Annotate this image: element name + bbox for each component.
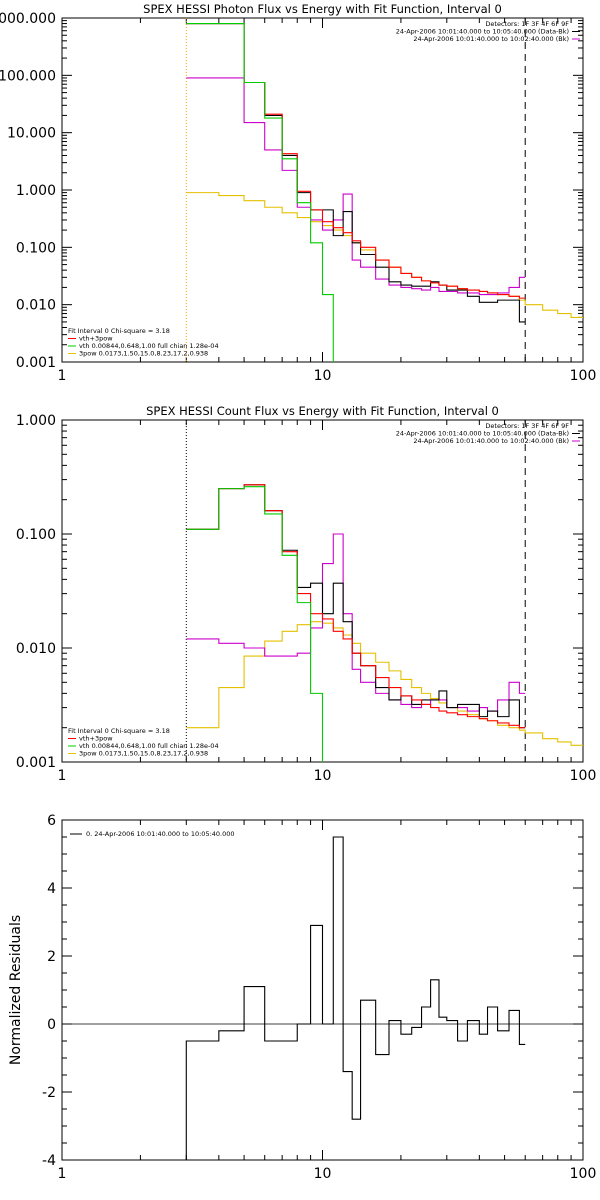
chart-panel-3: 1 10 100 -4 -2 0 2 4 6 Normalized Residuals 0. 24-…: [8, 813, 596, 1182]
y-tick-label: 0.010: [16, 298, 56, 314]
legend-bottom-entry: Fit Interval 0 Chi-square = 3.18: [68, 327, 170, 335]
plot-area: [62, 836, 583, 1160]
chart-panel-2: SPEX HESSI Count Flux vs Energy with Fit…: [16, 404, 596, 784]
x-tick-label: 1: [58, 1166, 67, 1182]
y-tick-label: 6: [47, 813, 56, 829]
series-bk: [186, 77, 526, 296]
y-tick-label: -4: [42, 1153, 56, 1169]
chart-panel-1: SPEX HESSI Photon Flux vs Energy with Fi…: [0, 2, 596, 384]
legend-entry: 0. 24-Apr-2006 10:01:40.000 to 10:05:40.…: [86, 830, 235, 838]
plot-area: [185, 18, 583, 362]
plot-area: [185, 420, 583, 762]
series-3pow: [186, 621, 583, 746]
x-tick-label: 100: [570, 768, 597, 784]
x-tick-label: 100: [570, 1166, 597, 1182]
legend-bottom-entry: 3pow 0.0173,1.50,15.0,8.23,17.2,0.938: [79, 350, 208, 358]
legend-bottom-entry: vth+3pow: [79, 735, 113, 743]
y-tick-label: 0.100: [16, 527, 56, 543]
y-tick-label: 0.100: [16, 240, 56, 256]
y-tick-label: 2: [47, 949, 56, 965]
legend-bottom-entry: vth 0.00844,0.648,1.00 full chian 1.28e-…: [79, 742, 219, 750]
series-vth-3pow: [186, 484, 526, 729]
x-tick-label: 1: [58, 768, 67, 784]
legend-bottom-entry: vth+3pow: [79, 335, 113, 343]
y-axis-label: Normalized Residuals: [8, 915, 24, 1065]
legend-bottom-entry: Fit Interval 0 Chi-square = 3.18: [68, 727, 170, 735]
y-tick-label: 4: [47, 881, 56, 897]
series-data-bk: [186, 484, 526, 729]
legend-top-entry: 24-Apr-2006 10:01:40.000 to 10:05:40.000…: [396, 28, 569, 36]
series-data-bk: [186, 23, 526, 323]
legend-top-entry: 24-Apr-2006 10:01:40.000 to 10:02:40.000…: [413, 437, 569, 445]
y-tick-label: 0.001: [16, 755, 56, 771]
x-tick-label: 10: [314, 1166, 332, 1182]
y-tick-label: 10.000: [7, 126, 56, 142]
x-tick-label: 10: [314, 368, 332, 384]
y-tick-label: 1.000: [16, 413, 56, 429]
series-vth-3pow: [186, 23, 526, 299]
x-tick-label: 1: [58, 368, 67, 384]
y-tick-label: 1.000: [16, 183, 56, 199]
series-residuals: [185, 836, 526, 1160]
x-tick-label: 100: [570, 368, 597, 384]
y-tick-label: -2: [42, 1085, 56, 1101]
y-tick-label: 0.001: [16, 355, 56, 371]
legend-top-entry: Detectors: 1F 3F 4F 6F 9F: [485, 20, 569, 28]
chart-title: SPEX HESSI Photon Flux vs Energy with Fi…: [143, 2, 502, 16]
y-tick-label: 100.000: [0, 68, 56, 84]
plot-frame: [61, 17, 584, 363]
legend-bottom-entry: 3pow 0.0173,1.50,15.0,8.23,17.2,0.938: [79, 750, 208, 758]
legend-bottom-entry: vth 0.00844,0.648,1.00 full chian 1.28e-…: [79, 342, 219, 350]
series-vth: [186, 23, 334, 362]
legend-top-entry: 24-Apr-2006 10:01:40.000 to 10:05:40.000…: [396, 430, 569, 438]
x-tick-label: 10: [314, 768, 332, 784]
chart-title: SPEX HESSI Count Flux vs Energy with Fit…: [146, 404, 499, 418]
y-tick-label: 0: [47, 1017, 56, 1033]
legend-top-entry: 24-Apr-2006 10:01:40.000 to 10:02:40.000…: [413, 35, 569, 43]
y-tick-label: 0.010: [16, 641, 56, 657]
legend-top-entry: Detectors: 1F 3F 4F 6F 9F: [485, 422, 569, 430]
series-vth: [186, 486, 324, 762]
series-bk: [186, 533, 526, 712]
